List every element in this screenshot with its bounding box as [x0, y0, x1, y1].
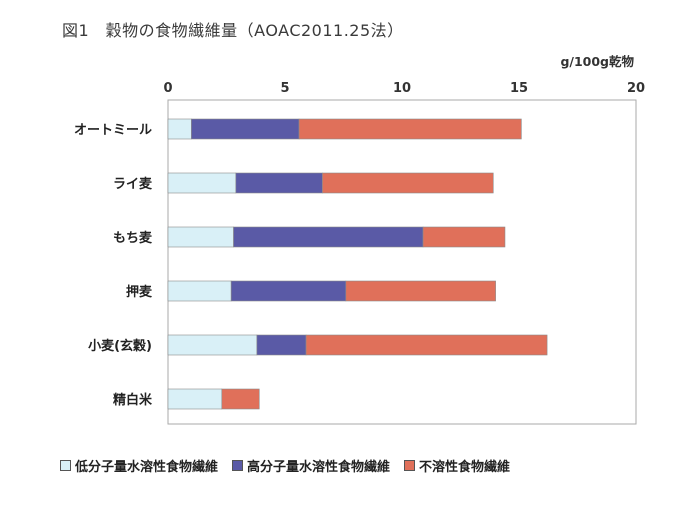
bar-series — [167, 118, 548, 410]
x-tick-label: 0 — [163, 81, 172, 96]
bar-segment — [345, 280, 496, 302]
bar-segment — [230, 280, 347, 302]
x-tick-label: 10 — [393, 81, 411, 96]
legend-label-insoluble: 不溶性食物繊維 — [419, 460, 511, 475]
legend-item-low-molecular: 低分子量水溶性食物繊維 — [60, 456, 218, 475]
category-label: 小麦(玄穀) — [88, 338, 152, 354]
bar-segment — [256, 334, 307, 356]
category-label: ライ麦 — [113, 176, 153, 192]
category-label: 押麦 — [126, 284, 153, 300]
legend-swatch-low-molecular — [60, 460, 71, 471]
bar-segment — [305, 334, 548, 356]
x-axis-ticks: 0 5 10 15 20 — [163, 81, 645, 96]
bar-segment — [167, 226, 234, 248]
legend-label-low-molecular: 低分子量水溶性食物繊維 — [75, 460, 219, 475]
category-label: 精白米 — [113, 392, 153, 408]
bar-segment — [221, 388, 260, 410]
category-label: もち麦 — [113, 230, 153, 246]
legend: 低分子量水溶性食物繊維 高分子量水溶性食物繊維 不溶性食物繊維 — [60, 456, 510, 475]
legend-swatch-insoluble — [404, 460, 416, 471]
bar-segment — [167, 118, 192, 140]
plot-frame — [167, 99, 637, 425]
bar-segment — [191, 118, 300, 140]
x-tick-label: 20 — [627, 81, 645, 96]
bar-segment — [167, 334, 258, 356]
legend-swatch-high-molecular — [232, 460, 244, 471]
category-label: オートミール — [74, 123, 152, 138]
bar-segment — [422, 226, 506, 248]
bar-segment — [167, 388, 223, 410]
bar-segment — [167, 280, 232, 302]
x-tick-label: 5 — [280, 81, 289, 96]
legend-label-high-molecular: 高分子量水溶性食物繊維 — [247, 460, 391, 475]
x-tick-label: 15 — [510, 81, 528, 96]
bar-segment — [322, 172, 494, 194]
legend-item-insoluble: 不溶性食物繊維 — [404, 456, 510, 475]
bar-segment — [233, 226, 424, 248]
bar-segment — [167, 172, 237, 194]
chart-title: 図1 穀物の食物繊維量（AOAC2011.25法） — [62, 21, 404, 40]
bar-segment — [298, 118, 522, 140]
bar-segment — [235, 172, 323, 194]
legend-item-high-molecular: 高分子量水溶性食物繊維 — [232, 456, 390, 475]
unit-label: g/100g乾物 — [560, 54, 634, 69]
